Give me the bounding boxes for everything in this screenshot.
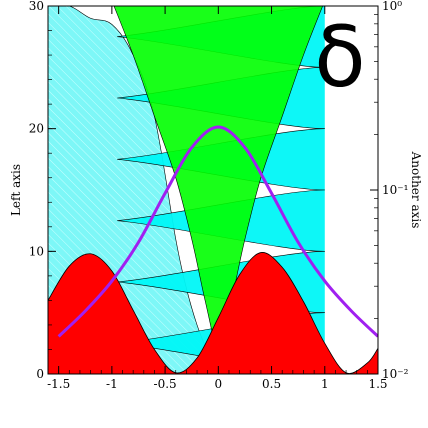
y-axis-title: Left axis <box>9 164 23 216</box>
y2-tick-label: 10⁻² <box>382 367 409 381</box>
y2-tick-label: 10⁻¹ <box>382 183 408 197</box>
x-tick-label: 1.5 <box>368 377 387 391</box>
x-tick-label: 1 <box>321 377 329 391</box>
y2-tick-label: 10⁰ <box>382 0 402 13</box>
ticks-layer: -1.5 -1 -0.5 0 0.5 1 1.5 0 10 20 30 10⁻² 10⁻¹ 10⁰ <box>29 0 409 391</box>
x-tick-label: -1.5 <box>47 377 70 391</box>
y-tick-label: 0 <box>36 367 44 381</box>
series-layer <box>48 6 378 374</box>
x-tick-label: 0.5 <box>262 377 281 391</box>
x-tick-label: 0 <box>215 377 223 391</box>
series-4-line <box>57 125 378 338</box>
y-tick-label: 20 <box>29 122 44 136</box>
y-tick-label: 10 <box>29 244 44 258</box>
x-tick-label: -1 <box>106 377 118 391</box>
delta-annotation: δ <box>314 8 365 106</box>
y-tick-label: 30 <box>29 0 44 13</box>
y2-axis-title: Another axis <box>409 151 423 229</box>
series-3-filled-wave <box>48 252 378 374</box>
x-tick-label: -0.5 <box>154 377 177 391</box>
